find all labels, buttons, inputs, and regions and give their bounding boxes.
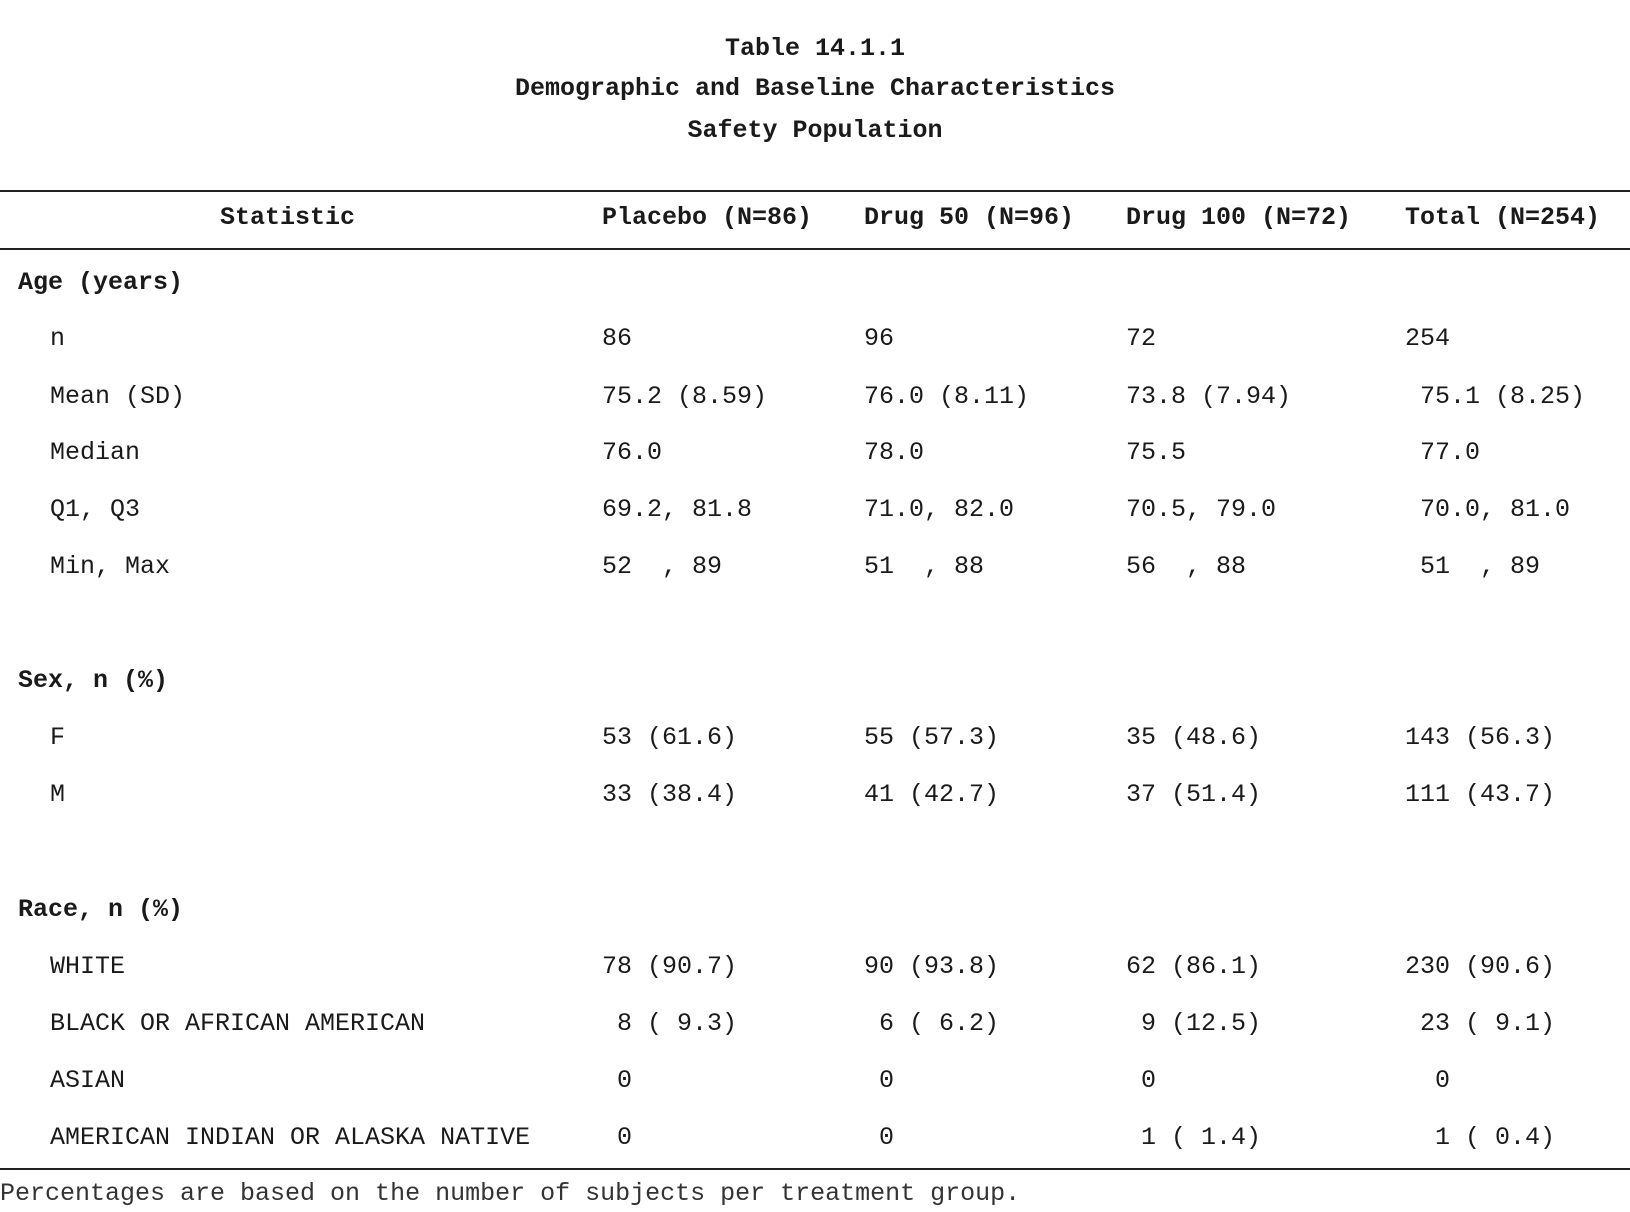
cell-total: 51 , 89: [1405, 552, 1541, 581]
cell-drug-50: 41 (42.7): [864, 780, 1000, 809]
cell-drug-100: 0: [1126, 1066, 1157, 1095]
cell-total: 70.0, 81.0: [1405, 495, 1571, 524]
header-placebo: Placebo (N=86): [602, 203, 813, 232]
header-drug-50: Drug 50 (N=96): [864, 203, 1075, 232]
row-label: Mean (SD): [50, 382, 186, 411]
cell-drug-50: 76.0 (8.11): [864, 382, 1030, 411]
footnote: Percentages are based on the number of s…: [0, 1179, 1021, 1208]
section-label-race: Race, n (%): [18, 895, 184, 924]
cell-placebo: 52 , 89: [602, 552, 723, 581]
cell-drug-100: 72: [1126, 324, 1157, 353]
cell-placebo: 0: [602, 1066, 633, 1095]
row-label: F: [50, 723, 66, 752]
cell-total: 111 (43.7): [1405, 780, 1556, 809]
cell-total: 0: [1405, 1066, 1451, 1095]
cell-drug-100: 9 (12.5): [1126, 1009, 1262, 1038]
header-top-rule: [0, 190, 1630, 192]
section-label-sex: Sex, n (%): [18, 666, 169, 695]
header-statistic: Statistic: [220, 203, 356, 232]
row-label: BLACK OR AFRICAN AMERICAN: [50, 1009, 426, 1038]
header-total: Total (N=254): [1405, 203, 1601, 232]
cell-drug-50: 71.0, 82.0: [864, 495, 1015, 524]
cell-drug-50: 90 (93.8): [864, 952, 1000, 981]
cell-total: 77.0: [1405, 438, 1481, 467]
cell-drug-100: 73.8 (7.94): [1126, 382, 1292, 411]
cell-placebo: 33 (38.4): [602, 780, 738, 809]
row-label: Min, Max: [50, 552, 171, 581]
cell-placebo: 69.2, 81.8: [602, 495, 753, 524]
cell-drug-100: 37 (51.4): [1126, 780, 1262, 809]
row-label: Median: [50, 438, 141, 467]
cell-placebo: 8 ( 9.3): [602, 1009, 738, 1038]
cell-total: 143 (56.3): [1405, 723, 1556, 752]
cell-drug-100: 56 , 88: [1126, 552, 1247, 581]
cell-drug-50: 78.0: [864, 438, 925, 467]
row-label: WHITE: [50, 952, 126, 981]
row-label: ASIAN: [50, 1066, 126, 1095]
cell-placebo: 86: [602, 324, 633, 353]
table-number: Table 14.1.1: [724, 34, 906, 63]
cell-placebo: 78 (90.7): [602, 952, 738, 981]
cell-total: 75.1 (8.25): [1405, 382, 1586, 411]
section-label-age: Age (years): [18, 268, 184, 297]
cell-total: 230 (90.6): [1405, 952, 1556, 981]
row-label: AMERICAN INDIAN OR ALASKA NATIVE: [50, 1123, 531, 1152]
cell-drug-50: 6 ( 6.2): [864, 1009, 1000, 1038]
cell-drug-100: 62 (86.1): [1126, 952, 1262, 981]
cell-drug-100: 1 ( 1.4): [1126, 1123, 1262, 1152]
table-bottom-rule: [0, 1168, 1630, 1170]
cell-drug-50: 96: [864, 324, 895, 353]
header-bottom-rule: [0, 248, 1630, 250]
cell-total: 23 ( 9.1): [1405, 1009, 1556, 1038]
cell-drug-50: 55 (57.3): [864, 723, 1000, 752]
header-drug-100: Drug 100 (N=72): [1126, 203, 1352, 232]
cell-drug-100: 35 (48.6): [1126, 723, 1262, 752]
cell-placebo: 0: [602, 1123, 633, 1152]
cell-total: 254: [1405, 324, 1451, 353]
cell-drug-100: 70.5, 79.0: [1126, 495, 1277, 524]
row-label: n: [50, 324, 66, 353]
population-title: Safety Population: [687, 116, 943, 145]
table-title: Demographic and Baseline Characteristics: [514, 74, 1116, 103]
cell-drug-100: 75.5: [1126, 438, 1187, 467]
cell-placebo: 75.2 (8.59): [602, 382, 768, 411]
cell-placebo: 76.0: [602, 438, 663, 467]
row-label: Q1, Q3: [50, 495, 141, 524]
cell-drug-50: 0: [864, 1066, 895, 1095]
cell-placebo: 53 (61.6): [602, 723, 738, 752]
cell-total: 1 ( 0.4): [1405, 1123, 1556, 1152]
cell-drug-50: 51 , 88: [864, 552, 985, 581]
cell-drug-50: 0: [864, 1123, 895, 1152]
row-label: M: [50, 780, 66, 809]
